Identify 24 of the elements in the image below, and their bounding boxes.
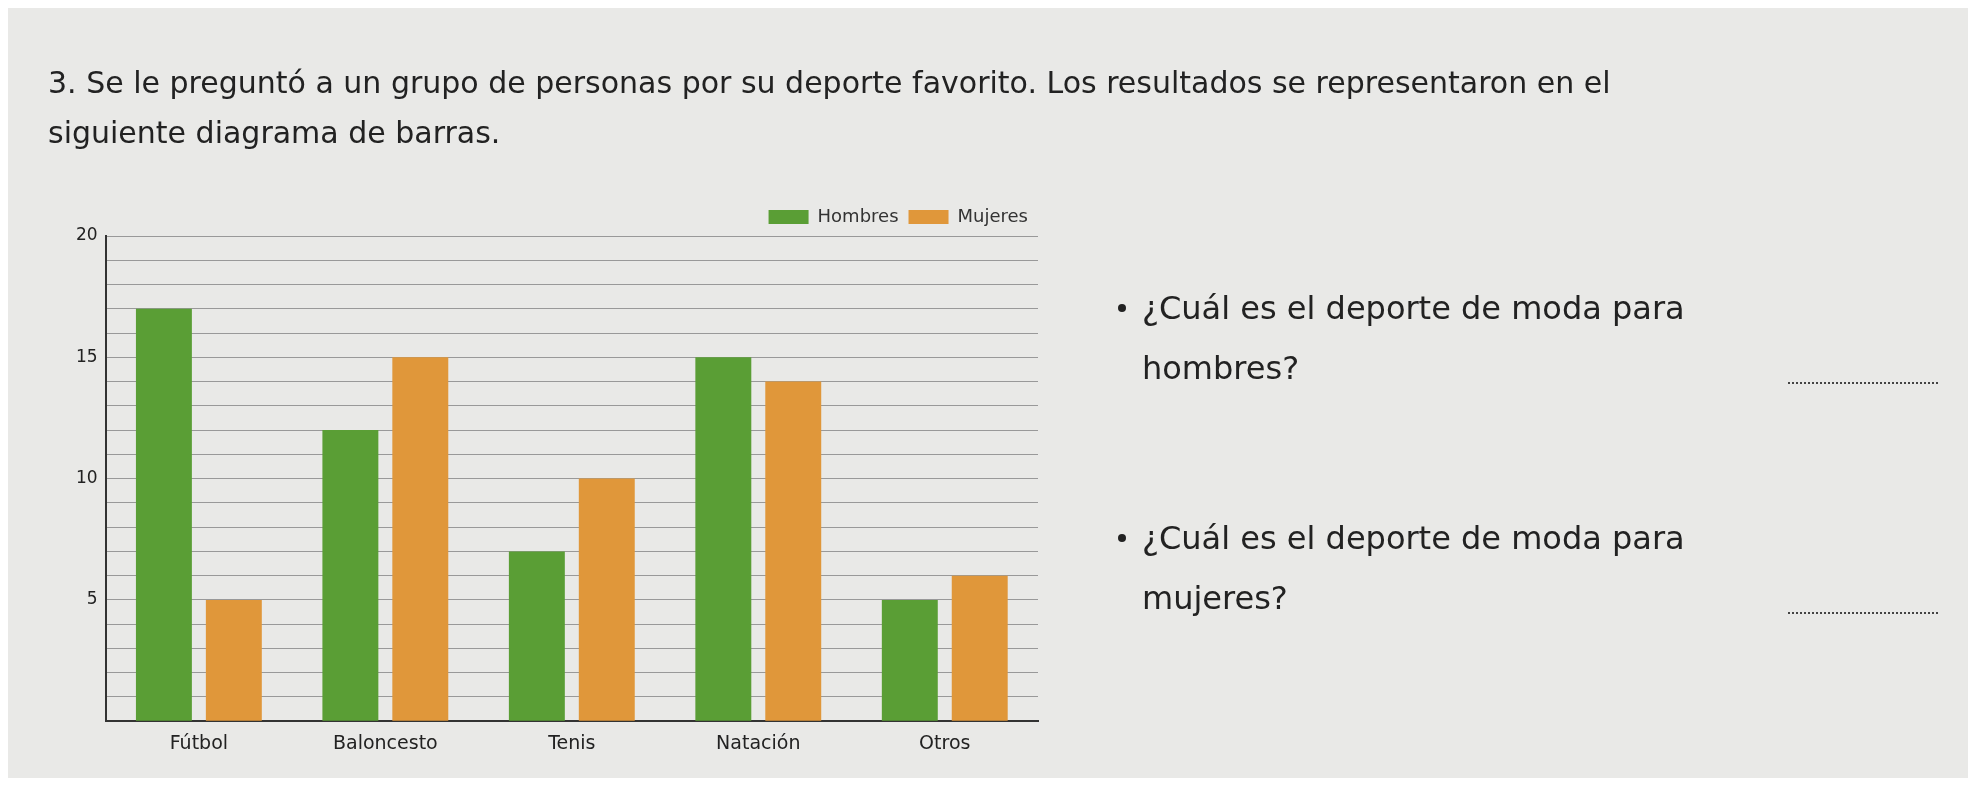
x-tick-label: Tenis	[547, 730, 596, 753]
text: ¿Cuál es el deporte de moda para mujeres?	[1142, 518, 1686, 619]
bar	[951, 575, 1008, 721]
legend-label: Hombres	[817, 204, 899, 226]
bar	[881, 599, 938, 721]
bar	[578, 478, 635, 721]
bar	[392, 357, 449, 721]
bar	[135, 308, 192, 721]
text: ¿Cuál es el deporte de moda para hombres?	[1142, 288, 1686, 389]
x-tick-label: Fútbol	[169, 730, 229, 753]
x-tick-label: Otros	[919, 730, 971, 753]
x-tick-label: Natación	[716, 730, 801, 753]
legend-label: Mujeres	[957, 204, 1029, 226]
bar	[322, 430, 379, 721]
bar	[765, 381, 822, 721]
y-tick-label: 5	[86, 588, 98, 609]
bar	[508, 551, 565, 721]
y-tick-label: 15	[75, 345, 98, 366]
x-tick-label: Baloncesto	[332, 730, 438, 753]
bar	[695, 357, 752, 721]
bar	[205, 599, 262, 721]
chart-title: 3. Se le preguntó a un grupo de personas por su deporte favorito. Los resultados se representaron en el siguiente diagrama de barras.	[48, 64, 1612, 152]
y-tick-label: 20	[75, 224, 98, 245]
y-tick-label: 10	[75, 467, 98, 488]
